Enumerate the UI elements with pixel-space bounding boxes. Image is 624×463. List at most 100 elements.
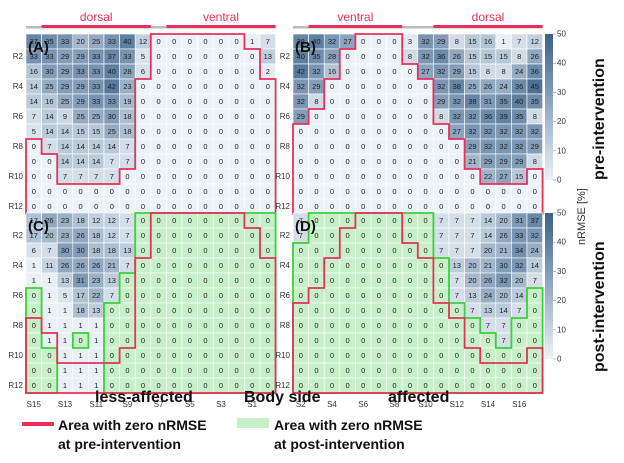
cell-value: 0: [346, 231, 350, 240]
cell-value: 0: [346, 142, 350, 151]
cell-value: 29: [453, 67, 461, 76]
cell-value: 17: [30, 231, 38, 240]
cell-value: 7: [470, 231, 474, 240]
cell-value: 40: [297, 52, 305, 61]
cell-value: 38: [297, 37, 305, 46]
colorbar-tick-label: 30: [557, 267, 566, 276]
cell-value: 0: [235, 52, 239, 61]
cell-value: 0: [330, 381, 334, 390]
row-label: R2: [280, 231, 291, 240]
region-bar: [293, 26, 543, 29]
cell-value: 7: [47, 142, 51, 151]
cell-value: 0: [314, 142, 318, 151]
cell-value: 0: [314, 291, 318, 300]
cell-value: 18: [108, 246, 116, 255]
legend-pre-swatch: [22, 422, 54, 426]
column-label: S6: [358, 400, 368, 409]
cell-value: 0: [188, 187, 192, 196]
cell-value: 0: [110, 381, 114, 390]
row-label: R12: [8, 381, 23, 390]
cell-value: 0: [377, 97, 381, 106]
cell-value: 0: [157, 276, 161, 285]
cell-value: 25: [92, 37, 100, 46]
cell-value: 32: [468, 127, 476, 136]
cell-value: 7: [502, 321, 506, 330]
cell-value: 7: [517, 306, 521, 315]
cell-value: 0: [470, 321, 474, 330]
cell-value: 0: [377, 127, 381, 136]
cell-value: 0: [439, 351, 443, 360]
cell-value: 7: [455, 216, 459, 225]
cell-value: 0: [250, 97, 254, 106]
cell-value: 0: [266, 306, 270, 315]
cell-value: 0: [125, 202, 129, 211]
cell-value: 0: [125, 321, 129, 330]
cell-value: 0: [439, 142, 443, 151]
cell-value: 0: [110, 321, 114, 330]
cell-value: 0: [157, 306, 161, 315]
cell-value: 0: [377, 321, 381, 330]
cell-value: 0: [141, 172, 145, 181]
cell-value: 0: [392, 82, 396, 91]
cell-value: 31: [515, 216, 523, 225]
cell-value: 0: [439, 291, 443, 300]
cell-value: 29: [76, 97, 84, 106]
cell-value: 0: [266, 127, 270, 136]
cell-value: 0: [47, 187, 51, 196]
cell-value: 0: [361, 52, 365, 61]
column-label: S9: [123, 400, 133, 409]
cell-value: 0: [47, 381, 51, 390]
cell-value: 36: [531, 67, 539, 76]
cell-value: 0: [314, 231, 318, 240]
cell-value: 0: [32, 351, 36, 360]
cell-value: 29: [61, 82, 69, 91]
region-label-dorsal: dorsal: [472, 10, 505, 24]
cell-value: 7: [299, 216, 303, 225]
colorbar: [545, 34, 553, 180]
cell-value: 0: [203, 97, 207, 106]
cell-value: 0: [141, 127, 145, 136]
cell-value: 25: [108, 127, 116, 136]
cell-value: 0: [346, 202, 350, 211]
cell-value: 0: [157, 82, 161, 91]
colorbar-tick-label: 50: [557, 209, 566, 218]
cell-value: 0: [392, 366, 396, 375]
cell-value: 1: [94, 336, 98, 345]
cell-value: 0: [392, 97, 396, 106]
cell-value: 0: [408, 172, 412, 181]
cell-value: 0: [172, 381, 176, 390]
cell-value: 0: [203, 261, 207, 270]
cell-value: 0: [502, 202, 506, 211]
column-label: S14: [481, 400, 496, 409]
cell-value: 0: [377, 276, 381, 285]
cell-value: 17: [30, 216, 38, 225]
cell-value: 7: [470, 216, 474, 225]
cell-value: 7: [455, 291, 459, 300]
cell-value: 0: [346, 97, 350, 106]
cell-value: 0: [392, 231, 396, 240]
cell-value: 0: [141, 157, 145, 166]
cell-value: 0: [235, 306, 239, 315]
cell-value: 32: [421, 52, 429, 61]
cell-value: 0: [299, 291, 303, 300]
cell-value: 0: [330, 172, 334, 181]
cell-value: 0: [266, 246, 270, 255]
cell-value: 0: [314, 172, 318, 181]
cell-value: 14: [92, 142, 100, 151]
cell-value: 0: [250, 381, 254, 390]
cell-value: 7: [455, 231, 459, 240]
cell-value: 0: [235, 37, 239, 46]
cell-value: 0: [79, 202, 83, 211]
colorbar-tick-label: 10: [557, 146, 566, 155]
cell-value: 5: [63, 291, 67, 300]
cell-value: 0: [314, 321, 318, 330]
cell-value: 0: [377, 82, 381, 91]
cell-value: 0: [250, 321, 254, 330]
cell-value: 0: [314, 216, 318, 225]
cell-value: 32: [531, 231, 539, 240]
cell-value: 0: [408, 261, 412, 270]
cell-value: 0: [125, 306, 129, 315]
cell-value: 12: [531, 37, 539, 46]
cell-value: 0: [110, 351, 114, 360]
cell-value: 0: [188, 231, 192, 240]
